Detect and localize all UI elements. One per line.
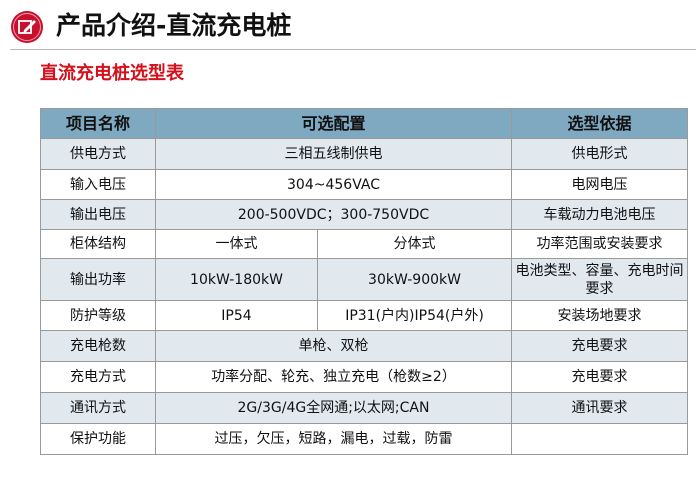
config-a-cell: 10kW-180kW	[155, 258, 318, 301]
config-cell: 三相五线制供电	[154, 138, 513, 170]
table-title: 直流充电桩选型表	[40, 63, 184, 84]
selection-table: 项目名称 可选配置 选型依据 供电方式 三相五线制供电 供电形式 输入电压 30…	[40, 108, 689, 455]
table-row: 柜体结构 一体式 分体式 功率范围或安装要求	[40, 229, 689, 259]
config-a-cell: 一体式	[155, 229, 318, 259]
config-cell: 2G/3G/4G全网通;以太网;CAN	[154, 392, 513, 424]
table-row: 防护等级 IP54 IP31(户内)IP54(户外) 安装场地要求	[40, 300, 689, 331]
basis-cell: 供电形式	[511, 138, 689, 170]
item-cell: 输入电压	[40, 169, 156, 200]
table-row: 供电方式 三相五线制供电 供电形式	[40, 138, 689, 170]
config-cell: 单枪、双枪	[154, 330, 513, 362]
basis-cell: 充电要求	[511, 361, 689, 393]
basis-cell: 车载动力电池电压	[511, 199, 689, 230]
config-cell: 功率分配、轮充、独立充电（枪数≥2）	[154, 361, 513, 393]
table-row: 保护功能 过压，欠压，短路，漏电，过载，防雷	[40, 423, 689, 455]
table-row: 通讯方式 2G/3G/4G全网通;以太网;CAN 通讯要求	[40, 392, 689, 424]
config-b-cell: 分体式	[316, 229, 513, 259]
config-cell: 200-500VDC；300-750VDC	[154, 199, 513, 230]
basis-cell	[511, 423, 689, 455]
item-cell: 防护等级	[40, 300, 156, 331]
basis-cell: 电网电压	[511, 169, 689, 200]
basis-cell: 安装场地要求	[511, 300, 689, 331]
item-cell: 充电方式	[40, 361, 156, 393]
header-basis: 选型依据	[511, 108, 689, 139]
basis-cell: 充电要求	[511, 330, 689, 362]
title-divider	[10, 49, 696, 50]
item-cell: 输出电压	[40, 199, 156, 230]
table-row: 输入电压 304~456VAC 电网电压	[40, 169, 689, 200]
table-row: 充电方式 功率分配、轮充、独立充电（枪数≥2） 充电要求	[40, 361, 689, 393]
config-a-cell: IP54	[155, 300, 318, 331]
table-row: 充电枪数 单枪、双枪 充电要求	[40, 330, 689, 362]
item-cell: 输出功率	[40, 258, 156, 301]
header-options: 可选配置	[154, 108, 513, 139]
item-cell: 保护功能	[40, 423, 156, 455]
pencil-square-icon	[11, 11, 43, 43]
header-item-name: 项目名称	[40, 108, 156, 139]
config-b-cell: 30kW-900kW	[316, 258, 513, 301]
table-row: 输出电压 200-500VDC；300-750VDC 车载动力电池电压	[40, 199, 689, 230]
page-title: 产品介绍-直流充电桩	[56, 11, 292, 40]
basis-cell: 功率范围或安装要求	[511, 229, 689, 259]
item-cell: 通讯方式	[40, 392, 156, 424]
basis-cell: 电池类型、容量、充电时间要求	[511, 258, 689, 301]
item-cell: 充电枪数	[40, 330, 156, 362]
item-cell: 柜体结构	[40, 229, 156, 259]
config-cell: 过压，欠压，短路，漏电，过载，防雷	[154, 423, 513, 455]
table-row: 输出功率 10kW-180kW 30kW-900kW 电池类型、容量、充电时间要…	[40, 258, 689, 301]
config-cell: 304~456VAC	[154, 169, 513, 200]
basis-cell: 通讯要求	[511, 392, 689, 424]
table-header-row: 项目名称 可选配置 选型依据	[40, 108, 689, 139]
config-b-cell: IP31(户内)IP54(户外)	[316, 300, 513, 331]
item-cell: 供电方式	[40, 138, 156, 170]
